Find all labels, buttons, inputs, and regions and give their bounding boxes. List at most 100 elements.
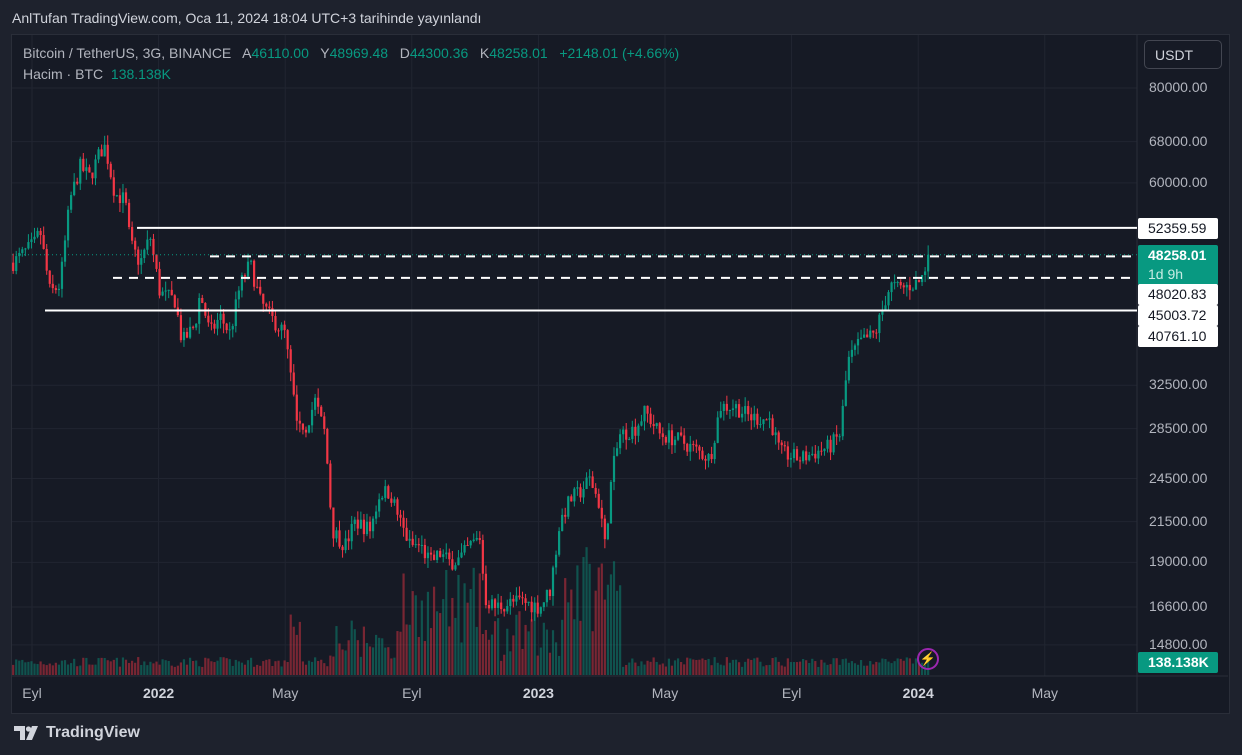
candle-body bbox=[51, 283, 54, 289]
candle-body bbox=[155, 254, 158, 269]
volume-badge: 138.138K bbox=[1138, 652, 1218, 673]
candle-body bbox=[734, 404, 738, 409]
volume-bar bbox=[350, 620, 353, 675]
currency-button[interactable]: USDT bbox=[1144, 40, 1222, 69]
volume-bar bbox=[625, 664, 628, 675]
candle-body bbox=[875, 332, 878, 334]
volume-bar bbox=[329, 655, 332, 675]
volume-bar bbox=[33, 663, 36, 675]
candle-body bbox=[914, 279, 918, 290]
symbol-name[interactable]: Bitcoin / TetherUS, 3G, BINANCE bbox=[23, 45, 232, 61]
tradingview-logo-icon bbox=[14, 726, 38, 740]
volume-bar bbox=[460, 642, 463, 675]
candle-body bbox=[866, 334, 869, 338]
candle-body bbox=[551, 567, 555, 597]
volume-bar bbox=[866, 665, 869, 675]
volume-bar bbox=[719, 664, 722, 675]
candle-body bbox=[847, 356, 850, 381]
chart-panel[interactable] bbox=[11, 34, 1230, 714]
volume-bar bbox=[686, 657, 689, 675]
volume-bar bbox=[774, 657, 777, 675]
candle-body bbox=[15, 256, 18, 271]
volume-bar bbox=[768, 664, 771, 675]
volume-bar bbox=[182, 659, 186, 675]
volume-bar bbox=[841, 659, 844, 675]
volume-bar bbox=[823, 662, 826, 675]
lightning-event-icon[interactable]: ⚡ bbox=[917, 648, 939, 670]
volume-bar bbox=[741, 666, 744, 675]
volume-bar bbox=[103, 657, 106, 675]
volume-bar bbox=[567, 602, 570, 675]
volume-bar bbox=[655, 661, 658, 675]
high-label: Y bbox=[320, 45, 330, 61]
volume-bar bbox=[710, 665, 713, 675]
volume-bar bbox=[762, 666, 765, 675]
volume-bar bbox=[652, 657, 655, 675]
candle-body bbox=[481, 540, 484, 574]
candle-body bbox=[329, 463, 332, 508]
candle-body bbox=[716, 417, 719, 443]
volume-bar bbox=[356, 640, 359, 675]
volume-bar bbox=[689, 658, 692, 675]
candle-body bbox=[619, 434, 622, 449]
candle-body bbox=[112, 177, 115, 196]
candle-body bbox=[439, 550, 442, 557]
candle-body bbox=[695, 444, 698, 447]
candle-body bbox=[408, 538, 411, 541]
candle-body bbox=[332, 507, 335, 539]
candle-body bbox=[487, 605, 491, 609]
tradingview-logo[interactable]: TradingView bbox=[14, 724, 140, 742]
candle-body bbox=[704, 458, 707, 461]
volume-bar bbox=[771, 658, 774, 675]
candle-body bbox=[393, 499, 396, 503]
volume-bar bbox=[207, 658, 210, 675]
volume-bar bbox=[518, 611, 521, 675]
volume-bar bbox=[127, 662, 131, 675]
candle-body bbox=[179, 315, 183, 341]
candle-body bbox=[905, 284, 908, 288]
candle-body bbox=[637, 425, 640, 436]
volume-bar bbox=[664, 666, 667, 675]
candle-body bbox=[762, 419, 765, 425]
volume-bar bbox=[262, 661, 265, 675]
candle-body bbox=[158, 268, 161, 296]
volume-bar bbox=[420, 600, 423, 675]
candle-body bbox=[661, 433, 664, 438]
volume-bar bbox=[256, 664, 259, 675]
candle-body bbox=[371, 518, 375, 532]
volume-bar bbox=[155, 661, 158, 675]
volume-bar bbox=[228, 659, 231, 675]
volume-bar bbox=[558, 655, 561, 675]
candle-body bbox=[91, 172, 94, 179]
volume-bar bbox=[695, 659, 698, 675]
volume-bar bbox=[612, 561, 616, 675]
candle-body bbox=[917, 279, 921, 283]
candle-body bbox=[835, 434, 838, 437]
candle-body bbox=[472, 539, 475, 541]
volume-bar bbox=[36, 664, 39, 675]
candle-body bbox=[890, 282, 893, 293]
candle-body bbox=[259, 286, 262, 294]
candle-body bbox=[725, 403, 728, 411]
volume-bar bbox=[280, 666, 283, 675]
volume-bar bbox=[859, 660, 863, 675]
volume-bar bbox=[173, 666, 176, 675]
volume-bar bbox=[417, 636, 420, 675]
candle-body bbox=[649, 413, 652, 425]
volume-bar bbox=[521, 648, 524, 675]
candle-body bbox=[731, 408, 735, 411]
volume-bar bbox=[884, 659, 887, 675]
candle-body bbox=[692, 443, 695, 445]
volume-bar bbox=[301, 661, 305, 675]
time-tick: 2024 bbox=[902, 685, 934, 701]
candle-body bbox=[445, 552, 448, 555]
volume-bar bbox=[576, 565, 579, 675]
volume-bar bbox=[530, 619, 533, 675]
candle-body bbox=[561, 514, 564, 532]
volume-bar bbox=[512, 635, 515, 675]
volume-bar bbox=[21, 659, 24, 675]
volume-bar bbox=[195, 660, 198, 675]
volume-bar bbox=[628, 662, 631, 675]
volume-bar bbox=[146, 665, 149, 675]
